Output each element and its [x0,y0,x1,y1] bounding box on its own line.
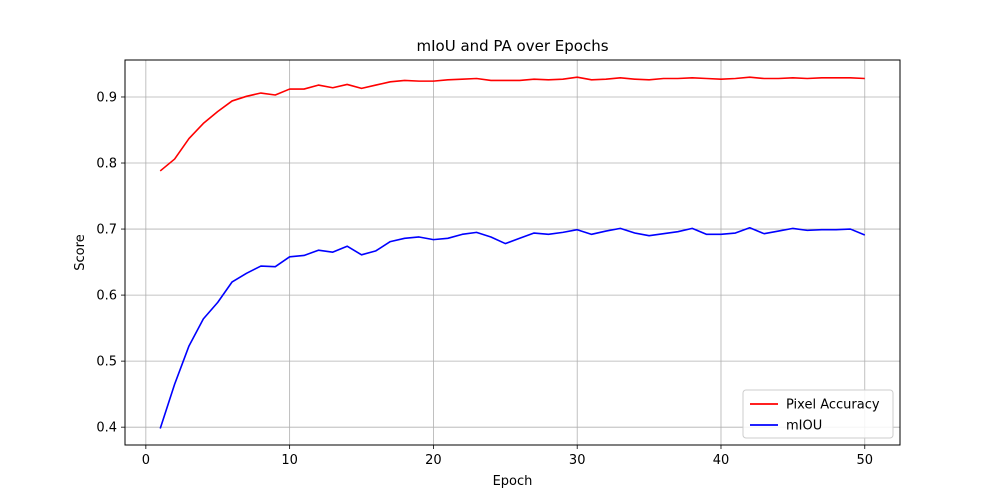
y-tick-label: 0.8 [96,157,117,172]
legend-box [742,389,894,439]
x-tick-label: 20 [425,453,442,468]
x-tick-label: 30 [569,453,586,468]
legend-label: mIOU [786,419,822,434]
series-lines [159,76,866,429]
plot-frame [124,59,901,446]
x-tick-label: 50 [856,453,873,468]
axis-ticks: 0 10 20 30 40 50 0.4 0.5 0.6 0.7 0.8 0.9 [96,90,873,468]
x-tick-label: 0 [142,453,150,468]
x-axis-label: Epoch [493,474,533,489]
y-axis-label: Score [73,234,88,270]
legend: Pixel Accuracy mIOU [742,389,894,439]
y-tick-label: 0.4 [96,421,117,436]
x-tick-label: 10 [281,453,298,468]
legend-label: Pixel Accuracy [786,398,880,413]
y-tick-label: 0.5 [96,355,117,370]
miou-line [159,226,866,429]
y-tick-label: 0.6 [96,289,117,304]
y-tick-label: 0.9 [96,90,117,105]
y-tick-label: 0.7 [96,223,117,238]
chart-title: mIoU and PA over Epochs [416,37,608,55]
x-tick-label: 40 [713,453,730,468]
pixel-accuracy-line [159,76,865,172]
